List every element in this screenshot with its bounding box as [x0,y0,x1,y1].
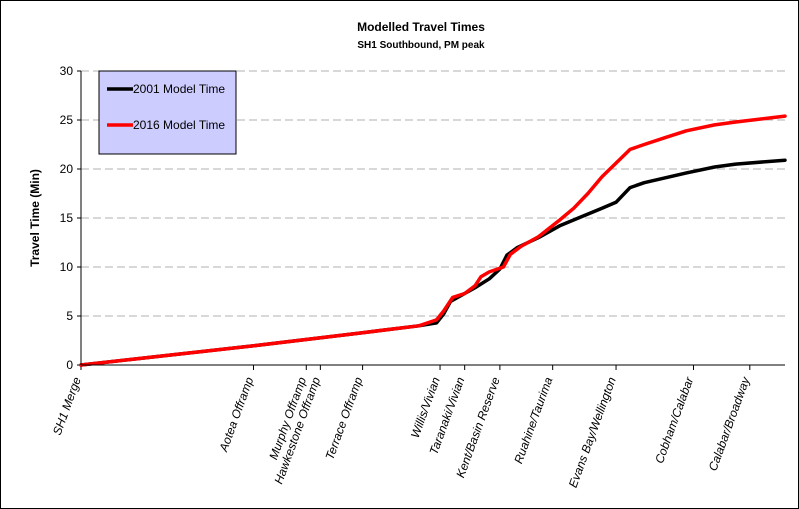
legend-label-2016: 2016 Model Time [133,118,225,132]
chart-subtitle: SH1 Southbound, PM peak [357,40,485,51]
gridlines [81,70,785,317]
y-tick-label: 0 [66,358,73,372]
legend-box [98,70,237,155]
series-line-2016 [79,114,787,367]
x-category-label: Cobham/Calabar [652,374,697,465]
x-axis-categories: SH1 Merge Aotea Offramp Murphy OfframpHawk… [50,365,753,490]
y-tick-label: 30 [60,64,74,78]
legend-label-2001: 2001 Model Time [133,82,225,96]
x-category-label: Aotea Offramp [216,375,256,454]
y-tick-label: 5 [66,309,73,323]
chart-title: Modelled Travel Times [357,20,485,34]
y-tick-label: 10 [60,260,74,274]
y-axis-ticks: 0 5 10 15 20 25 30 [60,64,81,372]
y-tick-label: 20 [60,162,74,176]
y-tick-label: 25 [60,113,74,127]
y-tick-label: 15 [60,211,74,225]
x-category-label: Calabar/Broadway [706,374,753,472]
x-category-label: Evans Bay/Wellington [566,375,619,490]
x-category-label: Terrace Offramp [323,375,366,462]
x-category-label: SH1 Merge [50,375,84,437]
x-category-label: Ruahine/Taurima [511,375,555,466]
legend: 2001 Model Time 2016 Model Time [98,70,237,155]
y-axis-label: Travel Time (Min) [28,169,42,267]
series-lines [79,114,787,367]
